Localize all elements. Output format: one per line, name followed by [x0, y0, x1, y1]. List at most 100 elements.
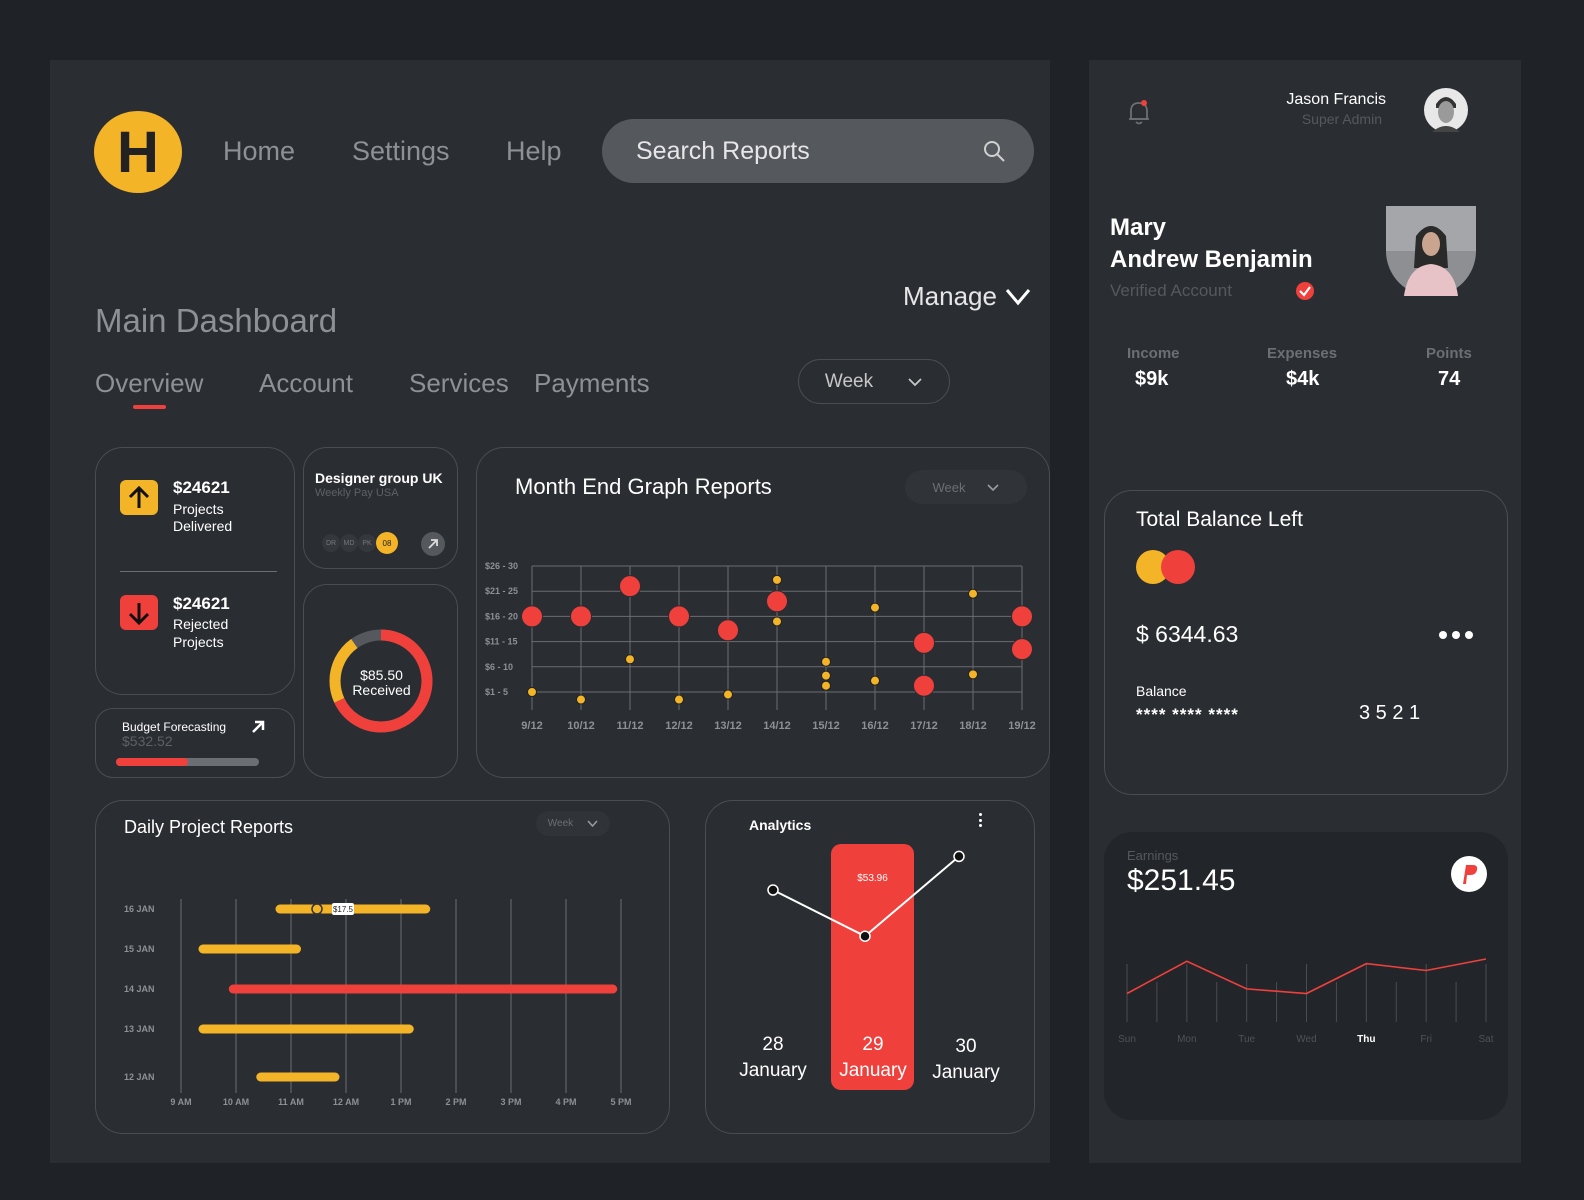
more-horizontal-icon[interactable]: [1439, 631, 1473, 639]
manage-dropdown[interactable]: Manage: [903, 281, 1031, 312]
rejected-line2: Projects: [173, 634, 224, 650]
data-point-large: [717, 619, 739, 642]
logo-letter: H: [117, 119, 159, 185]
balance-label: Balance: [1136, 683, 1187, 699]
project-stats-card: $24621 Projects Delivered $24621 Rejecte…: [95, 447, 295, 695]
y-tick-label: 15 JAN: [124, 944, 155, 954]
tab-overview[interactable]: Overview: [95, 368, 204, 398]
month-end-week-select[interactable]: Week: [905, 470, 1027, 504]
avatar-tag: MD: [340, 534, 358, 552]
budget-card[interactable]: Budget Forecasting $532.52: [95, 708, 295, 778]
x-tick-label: 10 AM: [223, 1097, 249, 1107]
analytics-highlight-bar[interactable]: [831, 844, 914, 1090]
received-label: Received: [352, 682, 411, 698]
month-end-scatter-chart: $1 - 5 $6 - 10 $11 - 15 $16 - 20 $21 - 25 $26…: [485, 561, 1036, 732]
data-point-small: [821, 670, 831, 681]
nav-help[interactable]: Help: [506, 136, 562, 166]
tab-services[interactable]: Services: [409, 368, 509, 398]
analytics-day[interactable]: 28 January: [728, 1034, 818, 1082]
data-point-large: [913, 674, 935, 697]
x-tick-label: 4 PM: [555, 1097, 576, 1107]
more-vertical-icon[interactable]: [977, 813, 983, 827]
search-input[interactable]: [636, 136, 976, 166]
search-icon[interactable]: [982, 139, 1006, 163]
data-point-large: [1011, 605, 1033, 628]
x-tick-label: 12/12: [665, 720, 693, 732]
designer-subtitle: Weekly Pay USA: [315, 487, 399, 499]
chevron-down-icon: [908, 377, 922, 386]
tab-account[interactable]: Account: [259, 368, 353, 398]
x-tick-label: 16/12: [861, 720, 889, 732]
earnings-card: Earnings $251.45 Sun Mon Tue Wed Thu Fri Sat: [1104, 832, 1508, 1120]
data-point-small: [821, 680, 831, 691]
analytics-day[interactable]: 30 January: [921, 1036, 1011, 1084]
daily-week-select[interactable]: Week: [536, 811, 610, 836]
balance-title: Total Balance Left: [1136, 508, 1303, 531]
data-point-small: [772, 616, 782, 627]
expenses-label: Expenses: [1267, 345, 1338, 362]
data-point-small: [576, 694, 586, 705]
x-tick-label: 15/12: [812, 720, 840, 732]
received-amount: $85.50: [360, 667, 403, 683]
logo[interactable]: H: [94, 111, 182, 193]
card-last4: 3 5 2 1: [1359, 702, 1421, 724]
data-point-large: [619, 575, 641, 598]
profile-avatar[interactable]: [1386, 206, 1476, 296]
tab-payments[interactable]: Payments: [534, 368, 650, 398]
x-tick-label: 9/12: [521, 720, 542, 732]
bar-tooltip-label: $17.5: [333, 905, 354, 914]
y-tick-label: $11 - 15: [485, 637, 518, 647]
analytics-point: [953, 850, 965, 863]
user-name[interactable]: Jason Francis: [1286, 91, 1386, 108]
x-tick-label: 9 AM: [170, 1097, 191, 1107]
month-end-title: Month End Graph Reports: [515, 474, 772, 499]
income-value: $9k: [1135, 368, 1169, 390]
earnings-amount: $251.45: [1127, 864, 1236, 897]
bar-tooltip: [332, 903, 354, 915]
y-tick-label: $6 - 10: [485, 662, 513, 672]
data-point-large: [766, 590, 788, 613]
data-point-small: [870, 602, 880, 613]
data-point-small: [527, 687, 537, 697]
week-select[interactable]: Week: [798, 359, 950, 404]
data-point-large: [668, 605, 690, 628]
data-point-small: [625, 654, 635, 665]
y-tick-label: $21 - 25: [485, 586, 518, 596]
open-link-button[interactable]: [421, 532, 445, 556]
daily-reports-card: Daily Project Reports Week 9 AM 10 AM 11 A…: [95, 800, 670, 1134]
arrow-up-right-icon[interactable]: [250, 719, 266, 735]
x-tick-label: 5 PM: [610, 1097, 631, 1107]
x-tick-label: 10/12: [567, 720, 595, 732]
x-tick-label: 13/12: [714, 720, 742, 732]
paypal-icon[interactable]: [1451, 856, 1487, 892]
y-tick-label: $26 - 30: [485, 561, 518, 571]
nav-home[interactable]: Home: [223, 136, 296, 166]
x-tick-label: 3 PM: [500, 1097, 521, 1107]
analytics-highlight-value: $53.96: [857, 873, 888, 884]
data-point-small: [968, 588, 978, 599]
data-point-small: [723, 689, 733, 700]
y-tick-label: 14 JAN: [124, 984, 155, 994]
chevron-down-icon: [587, 820, 598, 827]
search-bar: [602, 119, 1034, 183]
data-point-large: [521, 605, 543, 628]
received-card: $85.50 Received: [303, 584, 458, 778]
data-point-large: [1011, 638, 1033, 661]
x-tick-label: 18/12: [959, 720, 987, 732]
analytics-card: Analytics $53.96 28 January 29 January 3…: [705, 800, 1035, 1134]
budget-progress-fill: [116, 758, 188, 766]
donut-yellow-segment: [329, 629, 433, 733]
arrow-up-icon: [120, 480, 158, 515]
budget-value: $532.52: [122, 733, 173, 749]
y-tick-label: 16 JAN: [124, 904, 155, 914]
analytics-day-selected[interactable]: 29 January: [828, 1034, 918, 1082]
delivered-line1: Projects: [173, 501, 224, 517]
x-tick-label: Fri: [1420, 1034, 1432, 1045]
bell-icon[interactable]: [1127, 98, 1151, 126]
donut-red-segment: [329, 629, 433, 733]
x-tick-label: Sat: [1478, 1034, 1493, 1045]
day-month: January: [739, 1060, 807, 1081]
user-avatar[interactable]: [1424, 88, 1468, 132]
page-title: Main Dashboard: [95, 302, 338, 339]
nav-settings[interactable]: Settings: [352, 136, 450, 166]
